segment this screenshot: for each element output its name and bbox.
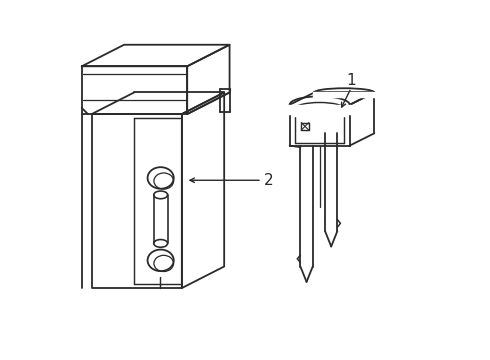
Text: 1: 1 xyxy=(346,73,356,87)
Text: 2: 2 xyxy=(264,173,274,188)
Bar xyxy=(294,109,346,116)
Bar xyxy=(313,93,376,97)
Bar xyxy=(288,105,351,114)
